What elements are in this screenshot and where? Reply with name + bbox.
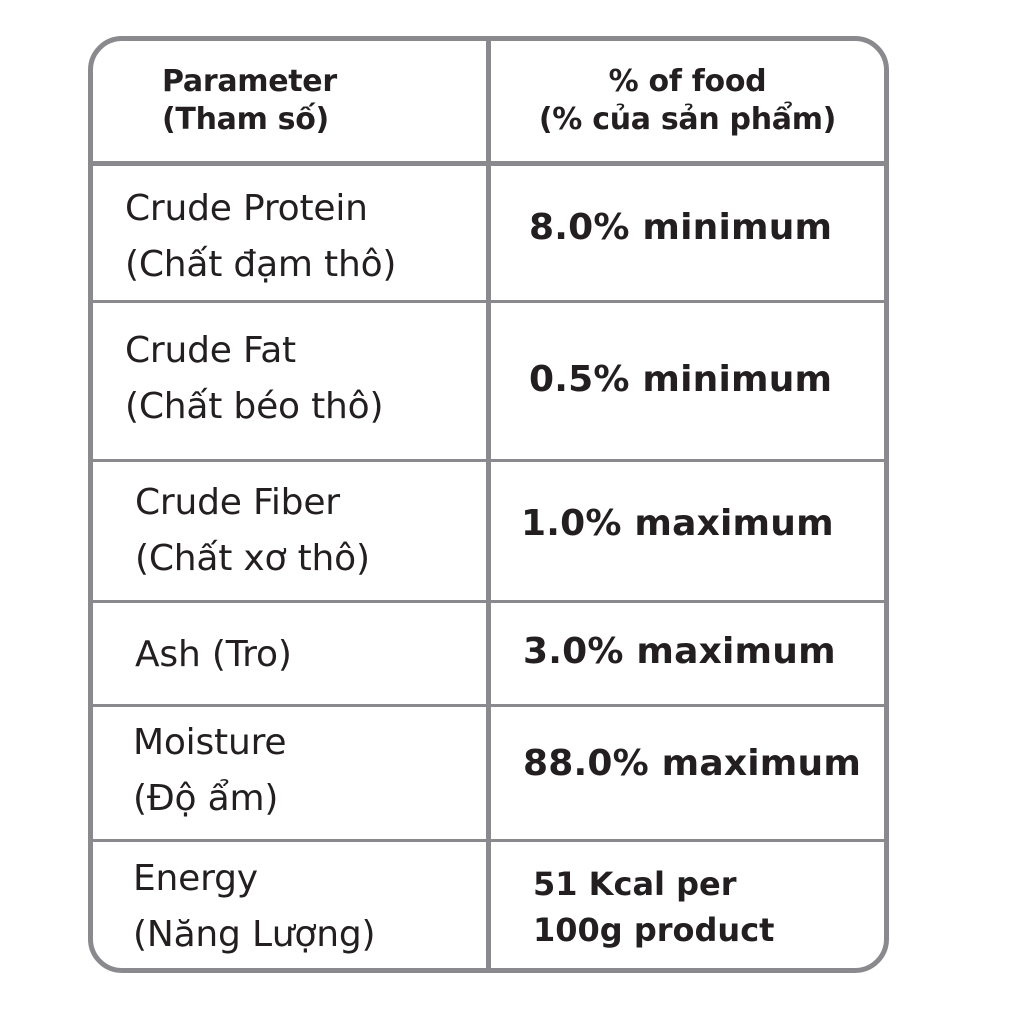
param-name-en: Crude Protein <box>125 188 368 229</box>
value-text: 1.0% maximum <box>521 503 834 544</box>
value-crude-fat: 0.5% minimum <box>491 359 884 400</box>
param-name-vi: (Chất béo thô) <box>125 386 384 427</box>
param-moisture: Moisture (Độ ẩm) <box>93 715 486 827</box>
value-crude-fiber: 1.0% maximum <box>491 503 884 544</box>
param-name-vi: (Năng Lượng) <box>133 914 376 955</box>
header-percent: % of food (% của sản phẩm) <box>491 63 884 153</box>
param-name-en: Moisture <box>133 722 287 763</box>
param-name-vi: (Chất đạm thô) <box>125 244 397 285</box>
value-text: 88.0% maximum <box>523 743 862 784</box>
value-text-line1: 51 Kcal per <box>533 865 737 903</box>
param-crude-fiber: Crude Fiber (Chất xơ thô) <box>93 475 486 587</box>
value-text: 3.0% maximum <box>523 631 836 672</box>
param-energy: Energy (Năng Lượng) <box>93 851 486 963</box>
value-text: 0.5% minimum <box>529 359 833 400</box>
param-name-en: Crude Fat <box>125 330 296 371</box>
header-percent-en: % of food <box>608 64 767 99</box>
column-divider <box>486 41 491 968</box>
value-moisture: 88.0% maximum <box>491 743 884 784</box>
value-crude-protein: 8.0% minimum <box>491 207 884 248</box>
param-crude-fat: Crude Fat (Chất béo thô) <box>93 323 486 435</box>
param-ash: Ash (Tro) <box>93 627 486 683</box>
param-name-en: Crude Fiber <box>135 482 340 523</box>
value-energy: 51 Kcal per 100g product <box>491 861 884 953</box>
nutrition-table: Parameter (Tham số) % of food (% của sản… <box>88 36 889 973</box>
header-parameter: Parameter (Tham số) <box>93 63 486 153</box>
header-parameter-en: Parameter <box>162 64 337 99</box>
value-text: 8.0% minimum <box>529 207 833 248</box>
value-ash: 3.0% maximum <box>491 631 884 672</box>
param-name-vi: (Độ ẩm) <box>133 778 279 819</box>
header-parameter-vi: (Tham số) <box>162 102 329 137</box>
param-name-en: Energy <box>133 858 258 899</box>
param-name-en: Ash (Tro) <box>135 634 292 675</box>
param-crude-protein: Crude Protein (Chất đạm thô) <box>93 181 486 293</box>
header-percent-vi: (% của sản phẩm) <box>538 102 837 137</box>
value-text-line2: 100g product <box>533 911 775 949</box>
param-name-vi: (Chất xơ thô) <box>135 538 370 579</box>
